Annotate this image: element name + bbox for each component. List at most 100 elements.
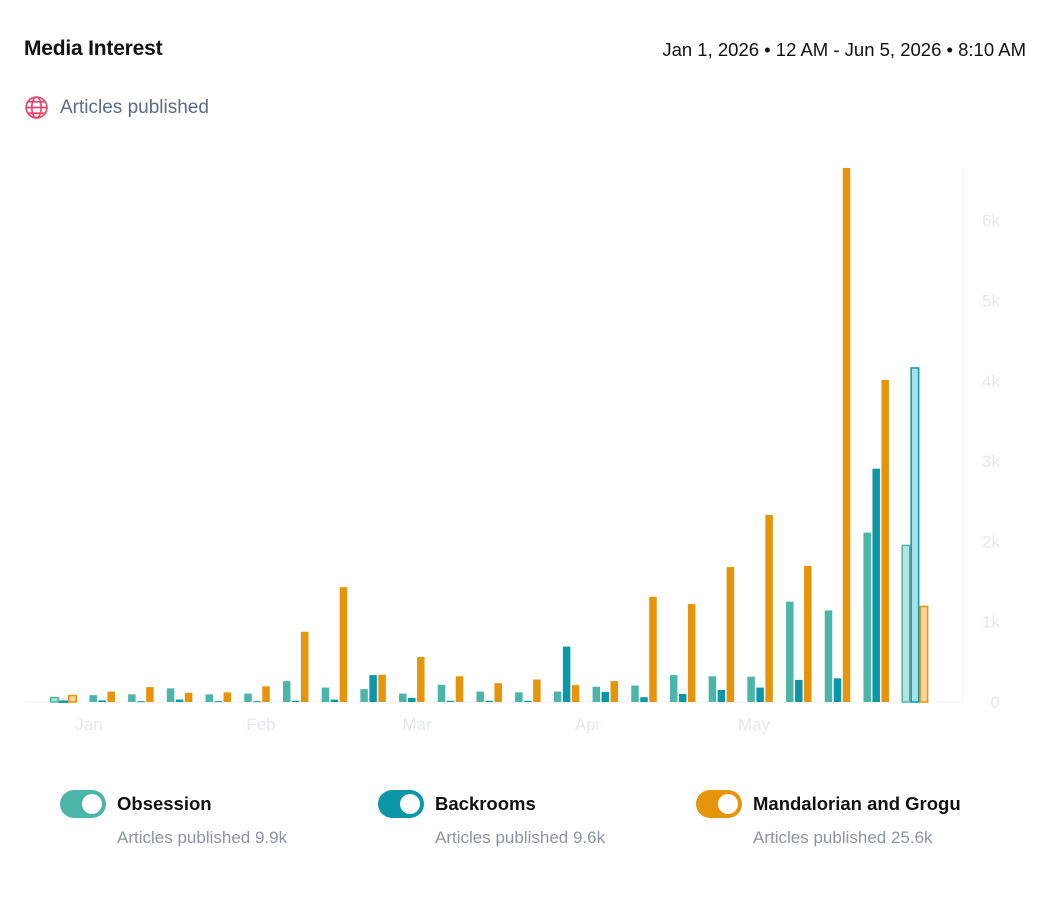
- bar-backrooms[interactable]: [795, 679, 803, 702]
- bar-backrooms[interactable]: [369, 675, 377, 702]
- bar-obsession[interactable]: [321, 687, 330, 702]
- bar-backrooms[interactable]: [291, 700, 300, 702]
- bar-obsession[interactable]: [708, 676, 717, 702]
- metric-label: Articles published: [60, 96, 209, 118]
- bar-backrooms[interactable]: [562, 646, 571, 702]
- page-title: Media Interest: [24, 37, 163, 60]
- bar-mandalorian-and-grogu[interactable]: [881, 380, 889, 702]
- x-tick-label: Mar: [402, 715, 432, 734]
- bar-obsession[interactable]: [669, 675, 678, 702]
- bar-obsession[interactable]: [399, 693, 407, 702]
- bar-obsession[interactable]: [360, 689, 368, 702]
- bar-obsession[interactable]: [166, 688, 175, 702]
- bar-mandalorian-and-grogu[interactable]: [571, 685, 580, 702]
- bar-obsession[interactable]: [747, 676, 755, 702]
- globe-icon: [25, 96, 48, 119]
- bar-backrooms[interactable]: [717, 689, 726, 702]
- obsession-toggle[interactable]: [60, 790, 106, 818]
- toggle-knob: [82, 794, 102, 814]
- bar-backrooms[interactable]: [214, 701, 223, 703]
- bar-mandalorian-and-grogu[interactable]: [146, 687, 154, 702]
- bar-backrooms[interactable]: [98, 700, 106, 702]
- bar-mandalorian-and-grogu[interactable]: [417, 657, 425, 702]
- bar-mandalorian-and-grogu[interactable]: [339, 587, 348, 702]
- x-tick-label: Apr: [575, 715, 602, 734]
- bar-mandalorian-and-grogu[interactable]: [223, 692, 232, 702]
- bar-obsession[interactable]: [786, 601, 794, 703]
- bar-mandalorian-and-grogu[interactable]: [687, 604, 696, 702]
- x-tick-label: Jan: [75, 715, 102, 734]
- y-tick-label: 5k: [982, 292, 1000, 311]
- bar-obsession[interactable]: [476, 691, 484, 702]
- bar-backrooms[interactable]: [756, 687, 764, 702]
- bar-mandalorian-and-grogu[interactable]: [378, 674, 386, 702]
- bar-backrooms[interactable]: [640, 697, 648, 702]
- legend-item-obsession: Obsession Articles published 9.9k: [60, 790, 287, 848]
- bar-mandalorian-and-grogu[interactable]: [533, 679, 541, 702]
- bar-mandalorian-and-grogu[interactable]: [726, 567, 735, 702]
- bar-backrooms[interactable]: [59, 700, 68, 703]
- bar-backrooms[interactable]: [446, 700, 455, 702]
- bar-obsession[interactable]: [50, 696, 59, 703]
- y-tick-label: 4k: [982, 372, 1000, 391]
- bar-backrooms[interactable]: [678, 693, 687, 702]
- bar-obsession[interactable]: [89, 695, 97, 702]
- bar-obsession[interactable]: [128, 694, 136, 702]
- bar-backrooms[interactable]: [330, 699, 339, 702]
- bar-obsession[interactable]: [631, 685, 639, 702]
- bar-mandalorian-and-grogu[interactable]: [765, 514, 773, 702]
- bar-obsession[interactable]: [824, 610, 833, 702]
- y-tick-label: 0: [991, 693, 1000, 712]
- bar-mandalorian-and-grogu[interactable]: [842, 168, 851, 702]
- mandalorian-toggle[interactable]: [696, 790, 742, 818]
- x-tick-label: Feb: [246, 715, 275, 734]
- bar-mandalorian-and-grogu[interactable]: [300, 631, 309, 702]
- legend-sublabel: Articles published 25.6k: [753, 828, 933, 847]
- metric-selector[interactable]: Articles published: [24, 95, 209, 120]
- bar-backrooms[interactable]: [601, 691, 610, 702]
- bar-obsession[interactable]: [863, 532, 871, 702]
- bar-backrooms[interactable]: [910, 367, 920, 703]
- bar-obsession[interactable]: [592, 686, 601, 702]
- backrooms-toggle[interactable]: [378, 790, 424, 818]
- legend-item-backrooms: Backrooms Articles published 9.6k: [378, 790, 605, 848]
- bar-mandalorian-and-grogu[interactable]: [184, 692, 193, 702]
- legend-name: Backrooms: [435, 793, 536, 814]
- bar-backrooms[interactable]: [833, 678, 842, 702]
- bar-backrooms[interactable]: [408, 697, 416, 702]
- bar-mandalorian-and-grogu[interactable]: [494, 683, 502, 702]
- bar-obsession[interactable]: [205, 694, 214, 702]
- bar-backrooms[interactable]: [137, 701, 145, 703]
- bar-obsession[interactable]: [244, 693, 252, 702]
- bar-mandalorian-and-grogu[interactable]: [262, 686, 270, 702]
- bar-mandalorian-and-grogu[interactable]: [804, 565, 812, 702]
- bar-obsession[interactable]: [282, 681, 291, 702]
- bar-obsession[interactable]: [553, 691, 562, 702]
- legend-sublabel: Articles published 9.9k: [117, 828, 288, 847]
- bar-obsession[interactable]: [437, 684, 446, 702]
- bar-chart: 0 1k 2k 3k 4k 5k 6k Jan Feb Mar Apr May: [25, 168, 1000, 734]
- x-tick-label: May: [738, 715, 771, 734]
- legend-name: Mandalorian and Grogu: [753, 793, 961, 814]
- bar-backrooms[interactable]: [253, 701, 261, 703]
- y-tick-label: 1k: [982, 613, 1000, 632]
- bar-backrooms[interactable]: [485, 700, 493, 702]
- bar-mandalorian-and-grogu[interactable]: [649, 596, 657, 702]
- y-tick-label: 2k: [982, 532, 1000, 551]
- bar-backrooms[interactable]: [524, 700, 532, 702]
- bar-backrooms[interactable]: [175, 699, 184, 702]
- legend-name: Obsession: [117, 793, 212, 814]
- bar-mandalorian-and-grogu[interactable]: [107, 691, 115, 702]
- toggle-knob: [400, 794, 420, 814]
- bar-mandalorian-and-grogu[interactable]: [455, 676, 464, 702]
- bar-obsession[interactable]: [901, 544, 911, 703]
- bar-obsession[interactable]: [515, 692, 523, 702]
- legend-sublabel: Articles published 9.6k: [435, 828, 606, 847]
- bar-backrooms[interactable]: [872, 468, 880, 702]
- date-range[interactable]: Jan 1, 2026 • 12 AM - Jun 5, 2026 • 8:10…: [662, 39, 1026, 60]
- bar-mandalorian-and-grogu[interactable]: [610, 681, 619, 702]
- bar-mandalorian-and-grogu[interactable]: [68, 694, 77, 703]
- y-tick-label: 6k: [982, 211, 1000, 230]
- bar-mandalorian-and-grogu[interactable]: [919, 605, 929, 703]
